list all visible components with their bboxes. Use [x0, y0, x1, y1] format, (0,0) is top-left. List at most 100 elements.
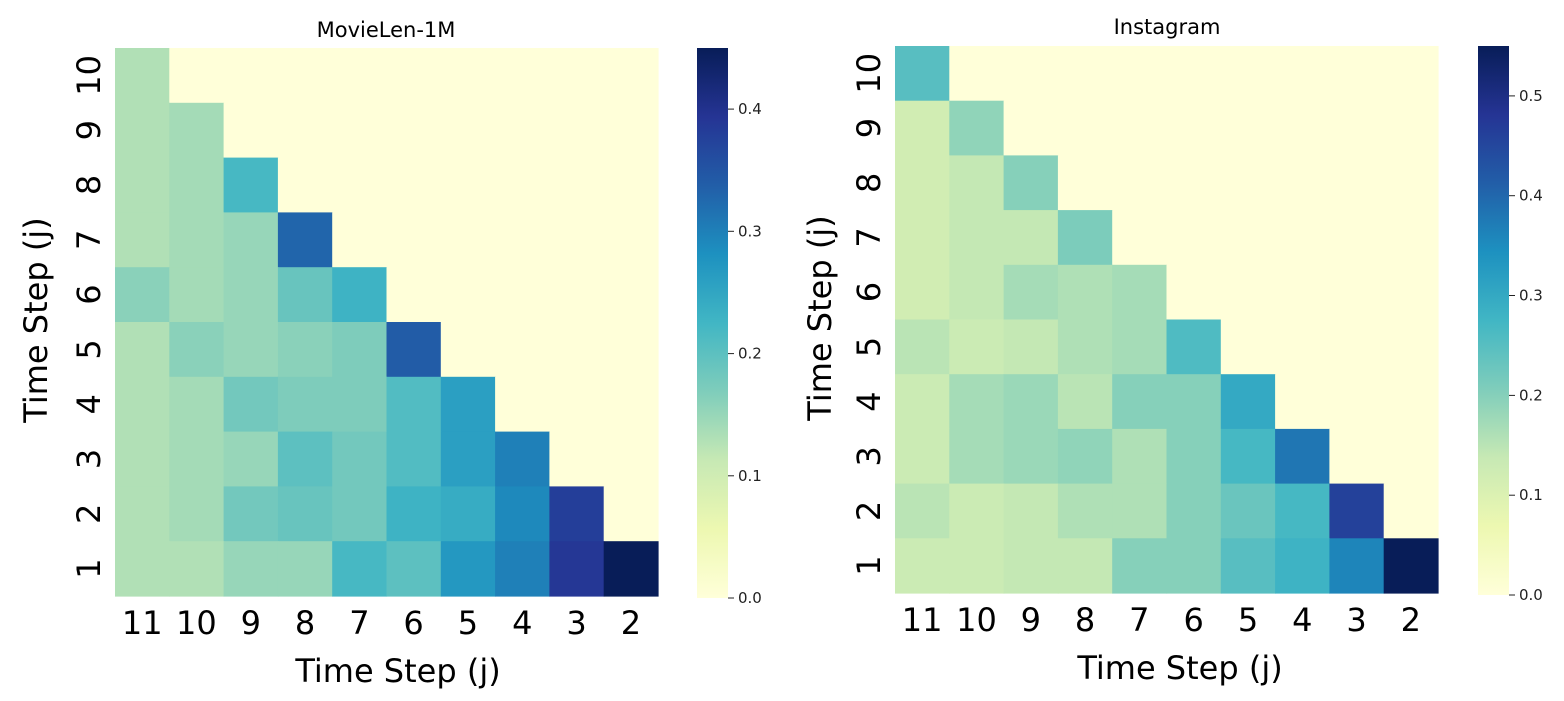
heatmap-cell	[1166, 100, 1222, 156]
y-tick-labels: 10 9 8 7 6 5 4 3 2 1	[850, 53, 888, 576]
y-tick-label: 7	[70, 230, 108, 250]
heatmap-cell	[949, 374, 1005, 430]
heatmap-cell	[895, 100, 950, 156]
x-tick-labels: 11 10 9 8 7 6 5 4 3 2	[122, 604, 641, 642]
heatmap-cell	[603, 102, 659, 159]
heatmap-cell	[1220, 428, 1276, 485]
y-tick-label: 6	[70, 284, 108, 304]
heatmap-cell	[1057, 155, 1113, 211]
x-tick-label: 11	[902, 601, 943, 639]
heatmap-cell	[332, 267, 388, 323]
x-tick-label: 6	[1184, 601, 1204, 639]
heatmap-cell	[169, 212, 225, 268]
heatmap-cell	[1166, 483, 1222, 539]
y-tick-label: 8	[70, 175, 108, 195]
x-tick-label: 9	[241, 604, 261, 642]
x-tick-labels: 11 10 9 8 7 6 5 4 3 2	[902, 601, 1421, 639]
heatmap-cell	[895, 319, 950, 375]
heatmap-cell	[1166, 264, 1222, 321]
heatmap-cell	[169, 322, 225, 378]
heatmap-cell	[1383, 264, 1439, 321]
heatmap-cell	[1275, 100, 1330, 156]
x-axis-label: Time Step (j)	[1076, 649, 1282, 687]
heatmap-cell	[1003, 46, 1059, 102]
x-tick-label: 5	[458, 604, 478, 642]
heatmap-cell	[277, 322, 333, 378]
heatmap-cell	[169, 267, 225, 323]
heatmap-cell	[549, 212, 605, 268]
heatmap-cell	[277, 486, 333, 542]
heatmap-cell	[1057, 264, 1113, 321]
heatmap-cell	[1057, 483, 1113, 539]
heatmap-cell	[332, 212, 388, 268]
y-tick-label: 7	[850, 227, 888, 247]
colorbar-tick-label: 0.5	[1519, 87, 1543, 105]
y-tick-label: 2	[70, 504, 108, 524]
y-tick-label: 5	[70, 339, 108, 359]
colorbar-tick-label: 0.2	[1519, 386, 1543, 404]
heatmap-cell	[332, 102, 388, 159]
heatmap-cell	[440, 212, 496, 268]
heatmap-cell	[1112, 210, 1168, 266]
colorbar-ticks: 0.0 0.1 0.2 0.3 0.4	[728, 100, 762, 607]
heatmap-cell	[549, 376, 605, 433]
heatmap-cell	[495, 157, 550, 213]
y-tick-labels: 10 9 8 7 6 5 4 3 2 1	[70, 55, 108, 579]
x-tick-label: 7	[1129, 601, 1149, 639]
heatmap-cell	[1329, 538, 1385, 594]
heatmap-cell	[277, 212, 333, 268]
heatmap-cell	[1003, 100, 1059, 156]
colorbar-tick-label: 0.1	[1519, 486, 1543, 504]
colorbar-tick-label: 0.2	[738, 345, 762, 363]
heatmap-cell	[440, 541, 496, 597]
heatmap-cell	[1329, 264, 1385, 321]
heatmap-cell	[115, 431, 170, 487]
heatmap-cell	[1329, 319, 1385, 375]
heatmap-cell	[223, 102, 279, 159]
heatmap-cell	[1003, 374, 1059, 430]
heatmap-cell	[549, 322, 605, 378]
colorbar-tick-label: 0.1	[738, 467, 762, 485]
heatmap-cell	[1003, 428, 1059, 485]
heatmap-cells	[115, 48, 659, 597]
heatmap-cell	[1057, 538, 1113, 594]
colorbar-tick-label: 0.3	[738, 222, 762, 240]
heatmap-cell	[1057, 319, 1113, 375]
y-tick-label: 1	[850, 555, 888, 575]
heatmap-cell	[1112, 100, 1168, 156]
heatmap-cell	[1275, 374, 1330, 430]
heatmap-cell	[949, 483, 1005, 539]
heatmap-cell	[386, 212, 442, 268]
heatmap-cell	[1003, 483, 1059, 539]
y-tick-label: 6	[850, 282, 888, 302]
heatmap-cell	[440, 267, 496, 323]
heatmap-cell	[386, 322, 442, 378]
heatmap-cell	[895, 483, 950, 539]
heatmap-cell	[169, 376, 225, 433]
heatmap-cell	[1383, 483, 1439, 539]
heatmap-cell	[440, 157, 496, 213]
colorbar	[1478, 46, 1509, 595]
x-tick-label: 2	[1401, 601, 1421, 639]
x-tick-label: 6	[403, 604, 423, 642]
heatmap-cell	[949, 319, 1005, 375]
heatmap-cell	[332, 322, 388, 378]
heatmap-cell	[603, 48, 659, 104]
x-tick-label: 3	[1346, 601, 1366, 639]
heatmap-cell	[1383, 210, 1439, 266]
heatmap-cell	[1383, 374, 1439, 430]
heatmap-cell	[223, 431, 279, 487]
heatmap-cell	[277, 431, 333, 487]
heatmap-cell	[949, 46, 1005, 102]
heatmap-cell	[1003, 319, 1059, 375]
chart-title: MovieLen-1M	[317, 18, 456, 42]
x-tick-label: 3	[566, 604, 586, 642]
heatmap-cell	[440, 486, 496, 542]
heatmap-cell	[332, 376, 388, 433]
heatmap-cell	[1166, 374, 1222, 430]
heatmap-cell	[223, 267, 279, 323]
colorbar-tick-label: 0.4	[738, 100, 762, 118]
heatmap-cell	[332, 48, 388, 104]
heatmap-cell	[332, 486, 388, 542]
